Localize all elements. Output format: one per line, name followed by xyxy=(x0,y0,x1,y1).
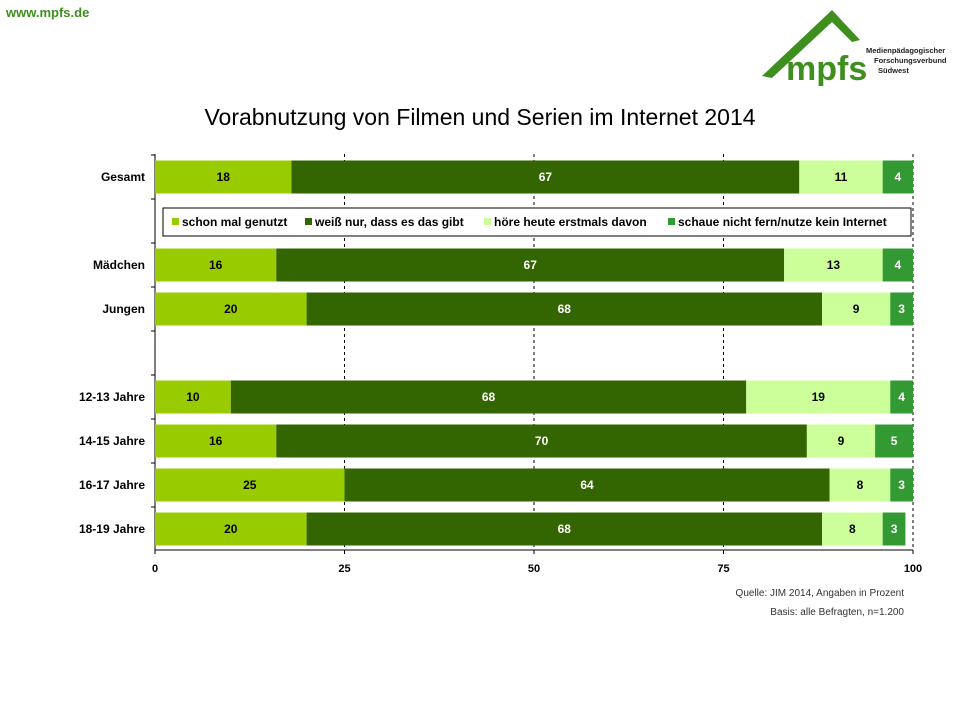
bar-segment xyxy=(155,424,277,458)
data-label: 11 xyxy=(835,170,848,184)
source-note: Quelle: JIM 2014, Angaben in Prozent xyxy=(735,588,904,599)
legend-label: weiß nur, dass es das gibt xyxy=(314,215,464,229)
legend-label: schaue nicht fern/nutze kein Internet xyxy=(678,215,887,229)
data-label: 3 xyxy=(898,478,905,492)
data-label: 3 xyxy=(898,302,905,316)
legend-swatch xyxy=(305,218,312,225)
data-label: 16 xyxy=(209,258,223,272)
bar-segment xyxy=(155,292,307,326)
logo-roof-icon xyxy=(762,10,860,78)
x-tick-label: 25 xyxy=(338,563,350,575)
data-label: 25 xyxy=(243,478,257,492)
bar-segment xyxy=(829,468,891,502)
bar-segment xyxy=(155,468,345,502)
legend-label: schon mal genutzt xyxy=(182,215,287,229)
category-label: 16-17 Jahre xyxy=(79,478,145,492)
bar-segment xyxy=(344,468,830,502)
data-label: 68 xyxy=(558,302,572,316)
data-label: 64 xyxy=(580,478,594,492)
data-label: 67 xyxy=(524,258,538,272)
data-label: 18 xyxy=(217,170,231,184)
data-label: 13 xyxy=(827,258,841,272)
data-label: 4 xyxy=(898,390,905,404)
data-label: 4 xyxy=(894,170,901,184)
x-tick-label: 75 xyxy=(717,563,729,575)
bar-segment xyxy=(276,424,807,458)
data-label: 20 xyxy=(224,302,238,316)
category-label: Mädchen xyxy=(93,258,145,272)
data-label: 68 xyxy=(482,390,496,404)
data-label: 9 xyxy=(838,434,845,448)
bar-segment xyxy=(875,424,913,458)
bar-segment xyxy=(799,160,883,194)
category-label: Gesamt xyxy=(101,170,145,184)
bar-segment xyxy=(155,248,277,282)
category-label: 14-15 Jahre xyxy=(79,434,145,448)
bar-segment xyxy=(155,160,292,194)
bar-segment xyxy=(155,512,307,546)
bar-segment xyxy=(806,424,876,458)
logo-tagline-3: Südwest xyxy=(878,66,909,75)
category-label: 18-19 Jahre xyxy=(79,522,145,536)
bar-segment xyxy=(890,380,913,414)
legend-swatch xyxy=(668,218,675,225)
data-label: 5 xyxy=(891,434,898,448)
data-label: 20 xyxy=(224,522,238,536)
data-label: 67 xyxy=(539,170,553,184)
data-label: 8 xyxy=(857,478,864,492)
legend-box xyxy=(162,207,912,237)
bar-segment xyxy=(882,512,906,546)
basis-note: Basis: alle Befragten, n=1.200 xyxy=(770,607,904,618)
data-label: 19 xyxy=(812,390,826,404)
site-url[interactable]: www.mpfs.de xyxy=(6,5,90,20)
x-tick-label: 0 xyxy=(152,563,158,575)
logo-tagline-2: Forschungsverbund xyxy=(874,56,947,65)
bar-segment xyxy=(784,248,883,282)
logo-tagline-1: Medienpädagogischer xyxy=(866,46,946,55)
mpfs-logo: mpfs xyxy=(762,10,867,86)
bar-segment xyxy=(746,380,891,414)
bar-segment xyxy=(230,380,747,414)
data-label: 8 xyxy=(849,522,856,536)
x-tick-label: 50 xyxy=(528,563,540,575)
bar-segment xyxy=(822,292,891,326)
data-label: 68 xyxy=(558,522,572,536)
data-label: 9 xyxy=(853,302,860,316)
bar-segment xyxy=(276,248,785,282)
bar-segment xyxy=(882,248,913,282)
bar-segment xyxy=(291,160,800,194)
bar-segment xyxy=(155,380,231,414)
data-label: 3 xyxy=(891,522,898,536)
logo-wordmark: mpfs xyxy=(786,50,867,86)
chart-title: Vorabnutzung von Filmen und Serien im In… xyxy=(204,104,756,130)
data-label: 4 xyxy=(894,258,901,272)
legend-label: höre heute erstmals davon xyxy=(494,215,647,229)
bar-segment xyxy=(890,468,913,502)
bar-segment xyxy=(890,292,913,326)
bar-segment xyxy=(306,292,823,326)
x-tick-label: 100 xyxy=(904,563,922,575)
bar-segment xyxy=(822,512,883,546)
bar-segment xyxy=(306,512,823,546)
data-label: 16 xyxy=(209,434,223,448)
category-label: Jungen xyxy=(102,302,145,316)
legend-swatch xyxy=(484,218,491,225)
legend-swatch xyxy=(172,218,179,225)
data-label: 70 xyxy=(535,434,549,448)
category-label: 12-13 Jahre xyxy=(79,390,145,404)
data-label: 10 xyxy=(186,390,200,404)
bar-segment xyxy=(882,160,913,194)
